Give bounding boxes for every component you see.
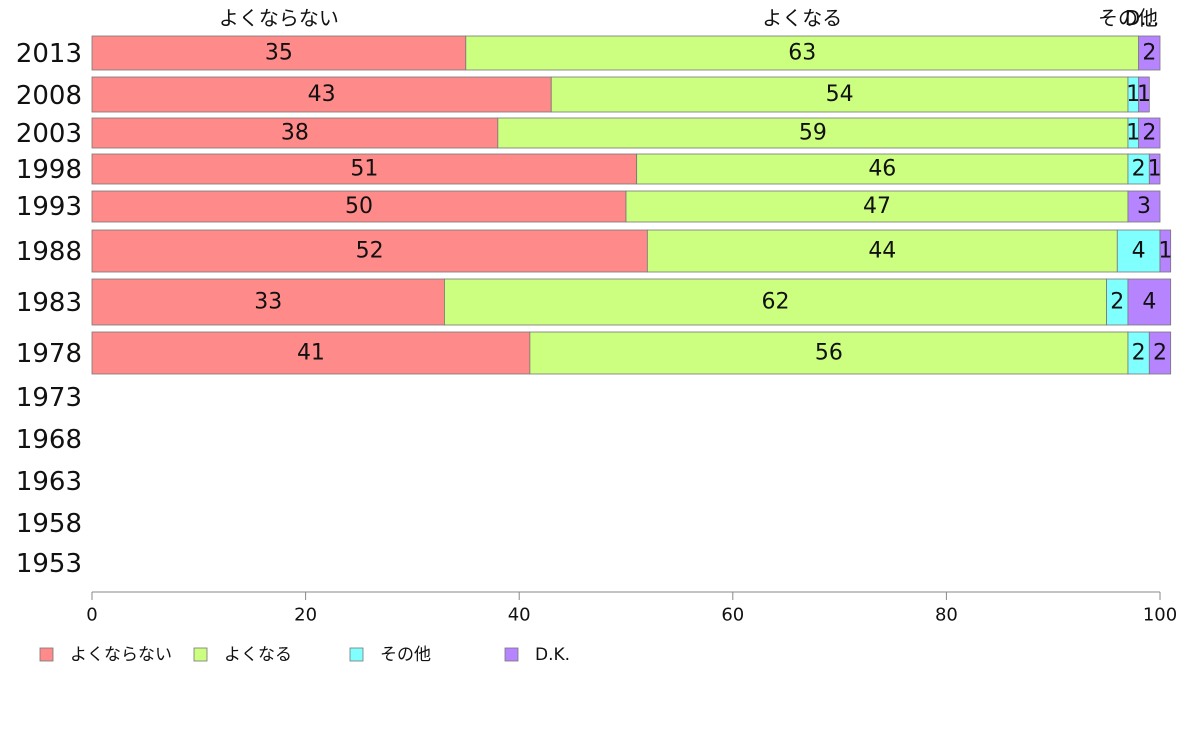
top-label-2: その他 <box>1098 6 1158 30</box>
data-label-1993-series-3: 3 <box>1137 194 1151 219</box>
data-label-1993-series-0: 50 <box>345 194 373 219</box>
bar-1988-series-1 <box>646 229 1118 273</box>
x-tick-label-100: 100 <box>1143 605 1177 626</box>
data-label-2013-series-3: 2 <box>1142 41 1156 66</box>
legend-label-2: その他 <box>380 645 431 665</box>
data-label-1988-series-1: 44 <box>868 239 896 264</box>
data-label-1978-series-1: 56 <box>815 341 843 366</box>
top-label-1: よくなる <box>762 6 842 30</box>
data-label-1998-series-1: 46 <box>868 157 896 182</box>
y-tick-label-1968: 1968 <box>16 425 82 455</box>
bar-1978-series-1 <box>529 331 1129 375</box>
legend-label-3: D.K. <box>535 645 570 665</box>
bar-2003-series-1 <box>497 117 1129 149</box>
bar-2008-series-3 <box>1138 76 1150 113</box>
y-tick-label-2013: 2013 <box>16 39 82 69</box>
bar-1988-series-2 <box>1116 229 1161 273</box>
data-label-2013-series-0: 35 <box>265 41 293 66</box>
data-label-2003-series-3: 2 <box>1142 121 1156 146</box>
legend-swatch-2 <box>349 647 364 662</box>
bar-2013-series-1 <box>465 35 1140 71</box>
y-tick-label-1993: 1993 <box>16 192 82 222</box>
data-label-1988-series-2: 4 <box>1132 239 1146 264</box>
bar-1978-series-3 <box>1148 331 1172 375</box>
bar-2003-series-3 <box>1138 117 1161 149</box>
legend-label-1: よくなる <box>224 645 292 665</box>
bar-1983-series-3 <box>1127 278 1172 326</box>
y-tick-label-1983: 1983 <box>16 288 82 318</box>
data-label-1983-series-1: 62 <box>762 290 790 315</box>
y-tick-label-1973: 1973 <box>16 383 82 413</box>
bar-1978-series-0 <box>91 331 531 375</box>
data-label-2003-series-2: 1 <box>1126 121 1140 146</box>
bar-1993-series-3 <box>1127 190 1161 223</box>
data-label-1978-series-0: 41 <box>297 341 325 366</box>
y-tick-label-1958: 1958 <box>16 509 82 539</box>
bar-1998-series-0 <box>91 153 638 185</box>
bar-1988-series-0 <box>91 229 648 273</box>
bar-2013-series-0 <box>91 35 467 71</box>
data-label-2013-series-1: 63 <box>788 41 816 66</box>
bar-2008-series-0 <box>91 76 552 113</box>
x-tick-label-40: 40 <box>508 605 531 626</box>
bar-1993-series-0 <box>91 190 627 223</box>
top-label-3: D... <box>1125 6 1159 30</box>
data-label-2008-series-0: 43 <box>308 82 336 107</box>
bar-1998-series-3 <box>1148 153 1161 185</box>
x-tick-label-0: 0 <box>86 605 97 626</box>
data-label-1983-series-0: 33 <box>254 290 282 315</box>
bar-1998-series-1 <box>636 153 1129 185</box>
data-label-1983-series-2: 2 <box>1110 290 1124 315</box>
legend-label-0: よくならない <box>70 645 172 665</box>
data-label-1998-series-0: 51 <box>350 157 378 182</box>
bar-1983-series-0 <box>91 278 445 326</box>
y-tick-label-1953: 1953 <box>16 549 82 579</box>
data-label-1993-series-1: 47 <box>863 194 891 219</box>
y-tick-label-1988: 1988 <box>16 237 82 267</box>
top-label-0: よくならない <box>219 6 339 30</box>
y-tick-label-1998: 1998 <box>16 155 82 185</box>
data-label-1998-series-2: 2 <box>1132 157 1146 182</box>
data-label-2003-series-1: 59 <box>799 121 827 146</box>
x-tick-label-60: 60 <box>721 605 744 626</box>
data-label-1978-series-2: 2 <box>1132 341 1146 366</box>
data-label-1998-series-3: 1 <box>1148 157 1162 182</box>
data-label-1983-series-3: 4 <box>1142 290 1156 315</box>
bar-2013-series-3 <box>1138 35 1161 71</box>
y-tick-label-2008: 2008 <box>16 81 82 111</box>
data-label-2008-series-3: 1 <box>1137 82 1151 107</box>
data-label-1988-series-3: 1 <box>1158 239 1172 264</box>
x-tick-label-20: 20 <box>294 605 317 626</box>
data-label-1988-series-0: 52 <box>356 239 384 264</box>
legend-swatch-3 <box>504 647 519 662</box>
data-label-2003-series-0: 38 <box>281 121 309 146</box>
y-tick-label-2003: 2003 <box>16 119 82 149</box>
bar-1988-series-3 <box>1159 229 1172 273</box>
x-tick-label-80: 80 <box>935 605 958 626</box>
legend-swatch-1 <box>193 647 208 662</box>
bar-1993-series-1 <box>625 190 1129 223</box>
y-tick-label-1963: 1963 <box>16 467 82 497</box>
data-label-1978-series-3: 2 <box>1153 341 1167 366</box>
y-tick-label-1978: 1978 <box>16 339 82 369</box>
bar-2008-series-1 <box>550 76 1129 113</box>
data-label-2008-series-1: 54 <box>826 82 854 107</box>
data-label-2008-series-2: 1 <box>1126 82 1140 107</box>
legend-swatch-0 <box>39 647 54 662</box>
